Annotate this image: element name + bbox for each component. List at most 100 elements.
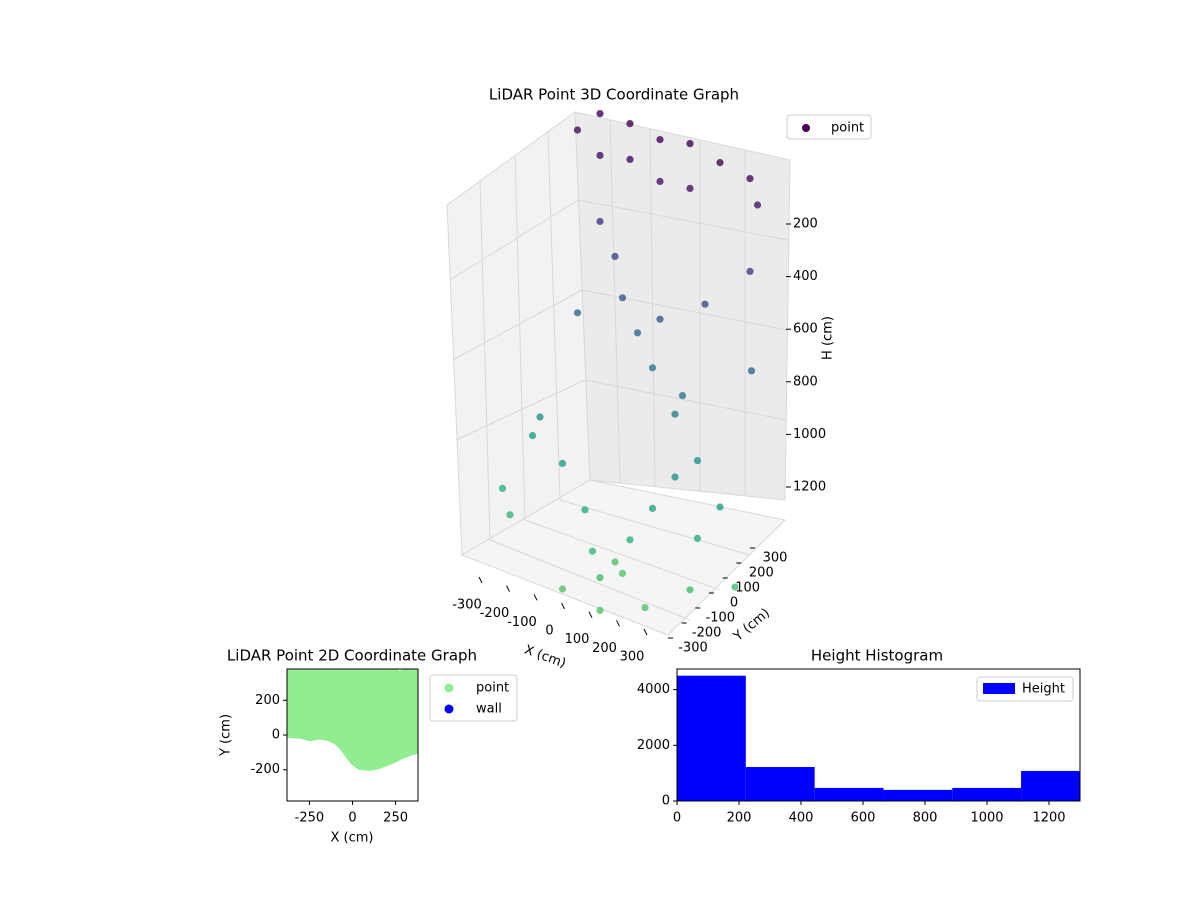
point	[678, 392, 687, 400]
point	[618, 294, 627, 302]
y-tick-label-3d: 200	[749, 566, 774, 581]
point	[693, 457, 702, 465]
axes-frame-hist	[676, 668, 1081, 802]
y-tick-label-3d: -300	[678, 641, 708, 656]
z-tick-label-3d: 1200	[793, 480, 826, 495]
x-tick-label-3d: -200	[480, 606, 510, 621]
point	[573, 309, 582, 317]
x-tick-label: 0	[673, 811, 681, 826]
point	[656, 315, 664, 323]
point	[731, 583, 739, 591]
z-tick-label-3d: 600	[793, 322, 818, 337]
legend-marker	[444, 704, 454, 714]
x-tick-label: 600	[851, 811, 876, 826]
point	[671, 473, 679, 481]
y-label-3d: Y (cm)	[730, 606, 773, 645]
x-tick-3d	[533, 594, 538, 601]
point	[626, 155, 634, 163]
legend-label: Height	[1022, 682, 1065, 697]
point	[558, 459, 567, 467]
y-tick-label-3d: 0	[730, 596, 738, 611]
point	[633, 329, 642, 337]
point	[506, 511, 514, 519]
z-tick-label-3d: 1000	[793, 427, 826, 442]
y-tick-label: 4000	[637, 682, 670, 697]
bar	[677, 675, 746, 801]
x-tick-label: 400	[789, 811, 814, 826]
z-tick-label-3d: 200	[793, 217, 818, 232]
legend-entries: point wall	[444, 681, 509, 717]
point	[747, 367, 756, 375]
point	[596, 151, 604, 159]
plot-hist	[677, 675, 1080, 801]
point	[596, 110, 604, 118]
point	[686, 586, 694, 594]
y-tick-label: 2000	[637, 738, 670, 753]
bar	[883, 789, 953, 801]
point	[716, 159, 724, 167]
point-cloud	[287, 669, 418, 771]
point	[596, 217, 604, 225]
bar	[1021, 770, 1080, 801]
point	[536, 413, 544, 421]
bar	[814, 787, 884, 801]
y-tick-label: -200	[250, 762, 280, 777]
point	[656, 136, 664, 144]
y-tick-label: 0	[662, 794, 670, 809]
point	[648, 364, 657, 372]
point	[611, 252, 619, 260]
x-label-3d: X (cm)	[522, 643, 568, 672]
point	[588, 547, 597, 555]
x-tick-3d	[478, 576, 483, 584]
point	[558, 585, 567, 593]
title-2d: LiDAR Point 2D Coordinate Graph	[227, 647, 477, 665]
x-tick-3d	[588, 611, 593, 618]
point	[656, 177, 664, 185]
z-label-3d: H (cm)	[821, 316, 836, 360]
title-3d: LiDAR Point 3D Coordinate Graph	[489, 86, 739, 104]
x-tick-label-3d: 200	[592, 641, 617, 656]
x-tick-3d	[506, 585, 510, 592]
point	[626, 536, 634, 544]
y-tick-label-3d: -100	[706, 611, 736, 626]
legend-label: point	[831, 121, 864, 136]
point	[746, 267, 754, 275]
point	[746, 175, 754, 183]
x-tick-label-3d: 0	[545, 624, 553, 639]
point	[596, 574, 604, 582]
point	[671, 410, 679, 418]
x-tick-label: 1000	[970, 811, 1003, 826]
legend-hist: Height	[976, 676, 1074, 702]
point	[498, 484, 507, 492]
z-tick-label-3d: 400	[793, 269, 818, 284]
point	[648, 504, 657, 512]
x-tick-3d	[643, 628, 648, 636]
title-hist: Height Histogram	[811, 647, 943, 665]
panes-3d	[446, 111, 791, 636]
legend-label: point	[476, 681, 509, 696]
points-3d	[498, 110, 762, 615]
plot-2d	[287, 669, 418, 771]
point	[686, 140, 694, 148]
point	[596, 606, 604, 615]
point	[611, 558, 619, 566]
y-tick-label-3d: 100	[735, 581, 760, 596]
point	[641, 604, 649, 612]
point	[573, 126, 582, 134]
x-tick-label: 200	[727, 811, 752, 826]
point	[693, 534, 702, 543]
point	[581, 506, 589, 514]
x-tick-label: 800	[913, 811, 938, 826]
x-tick-3d	[561, 602, 565, 610]
bar	[745, 767, 815, 801]
x-tick-label-3d: -100	[507, 615, 537, 630]
x-tick-3d	[616, 620, 620, 627]
ticks: -300-200-1000100200300-300-200-100010020…	[250, 217, 1065, 826]
x-tick-label: 250	[383, 811, 408, 826]
point	[626, 120, 634, 128]
legend-label: wall	[476, 702, 502, 717]
bar	[952, 787, 1022, 801]
x-tick-label-3d: 300	[620, 650, 645, 665]
x-tick-label: 1200	[1032, 811, 1065, 826]
